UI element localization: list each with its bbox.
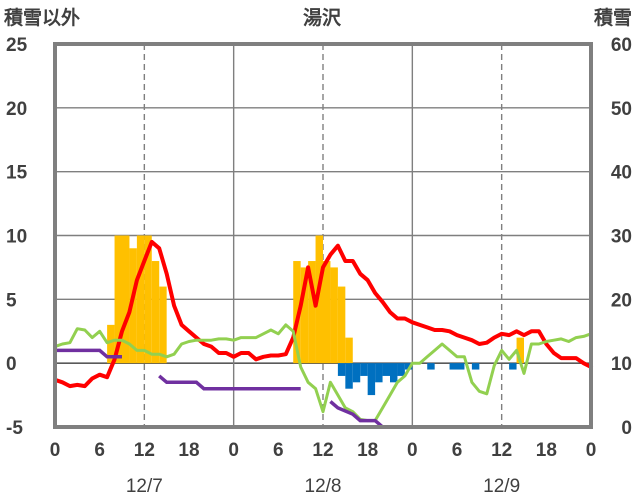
orange-bar [136,235,145,364]
right-axis-title: 積雪 [594,6,632,29]
blue-bar [375,363,383,383]
orange-bar [107,324,115,364]
orange-bar [308,261,316,364]
x-tick-label: 0 [228,440,239,461]
blue-bar [352,363,361,383]
y-left-tick-label: 20 [6,99,27,120]
blue-bar [457,363,465,370]
x-tick-label: 6 [273,440,284,461]
blue-bar [449,363,457,370]
x-tick-label: 18 [357,440,378,461]
y-left-tick-label: 0 [6,354,17,375]
blue-bar [509,363,517,370]
blue-bar [404,363,413,370]
y-right-tick-label: 30 [611,227,632,248]
y-right-tick-label: 60 [611,35,632,56]
orange-bar [122,235,130,364]
purple-line-series [55,348,122,359]
y-right-tick-label: 0 [621,418,632,439]
y-right-tick-label: 50 [611,99,632,120]
blue-bar [427,363,435,370]
orange-bar [144,235,152,364]
blue-bar [471,363,480,370]
orange-bar [114,235,122,364]
x-tick-label: 12 [312,440,333,461]
date-label: 12/9 [483,476,520,497]
orange-bar [330,267,338,364]
y-left-tick-label: 5 [6,290,17,311]
y-left-tick-label: 25 [6,35,28,56]
orange-bar [129,248,137,364]
y-left-tick-label: 15 [6,163,28,184]
y-right-tick-label: 20 [611,290,632,311]
orange-bar [159,286,167,364]
purple-line-series [329,400,591,429]
date-label: 12/7 [126,476,163,497]
orange-bar [337,286,346,364]
y-left-tick-label: -5 [6,418,23,439]
y-right-tick-label: 10 [611,354,632,375]
orange-bar [293,261,301,364]
blue-bar [360,363,368,376]
x-tick-label: 6 [452,440,463,461]
blue-bar [390,363,398,383]
blue-bar [397,363,405,376]
orange-bar [151,261,160,364]
x-tick-label: 12 [491,440,512,461]
orange-bar [345,337,353,364]
orange-bar [315,235,323,364]
left-axis-title: 積雪以外 [4,6,80,29]
y-left-tick-label: 10 [6,227,27,248]
purple-line-series [158,374,301,391]
y-right-tick-label: 40 [611,163,632,184]
plot-frame [53,42,593,429]
x-tick-label: 6 [94,440,105,461]
x-tick-label: 0 [407,440,418,461]
orange-bar [323,261,331,364]
x-tick-label: 0 [50,440,61,461]
x-tick-label: 12 [134,440,155,461]
chart-title: 湯沢 [303,6,342,29]
orange-bar [516,337,524,364]
red-line-series [53,239,593,389]
blue-bar [337,363,346,376]
x-tick-label: 18 [536,440,557,461]
x-tick-label: 18 [178,440,199,461]
blue-bar [382,363,390,376]
date-label: 12/8 [305,476,342,497]
green-line-series [53,323,593,423]
blue-bar [367,363,376,396]
x-tick-label: 0 [586,440,597,461]
bars-layer [107,235,524,396]
orange-bar [300,267,309,364]
blue-bar [345,363,353,389]
